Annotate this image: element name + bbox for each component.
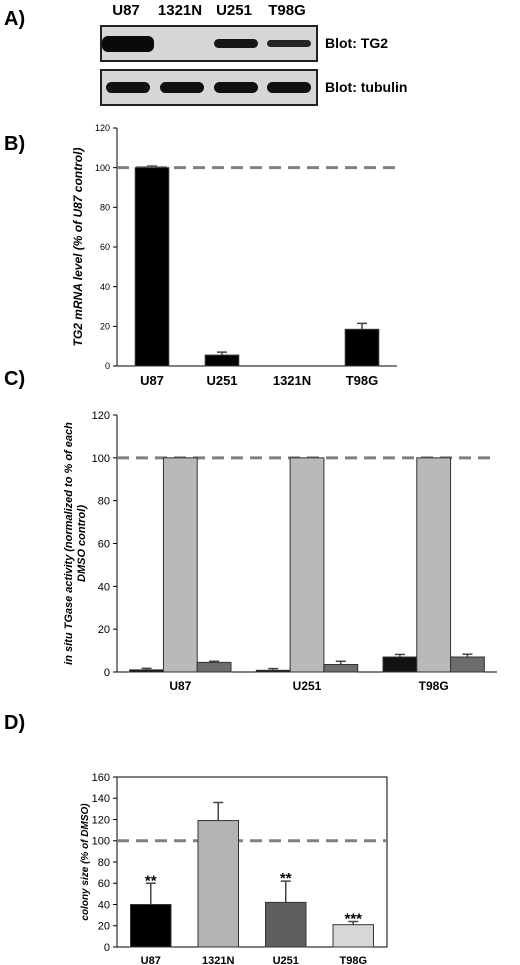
y-tick-label: 80	[98, 496, 110, 508]
bar-u251-0	[255, 669, 291, 673]
x-category-label: T98G	[339, 955, 367, 965]
bar-t98g-0	[382, 656, 418, 673]
bar-t98g	[332, 924, 374, 948]
bar-t98g-1	[416, 457, 452, 673]
y-tick-label: 60	[98, 878, 110, 890]
y-tick-label: 0	[104, 667, 110, 679]
blot-band	[214, 39, 258, 48]
y-tick-label: 0	[104, 942, 110, 954]
bar-charts: 0 20 40 60 80 100 120 TG2 mRNA level (% of U87 …	[63, 123, 497, 965]
y-tick-label: 40	[98, 581, 110, 593]
x-category-label: U87	[140, 373, 164, 388]
blot-band	[267, 39, 311, 48]
blot-band	[267, 82, 311, 93]
bar-u251	[265, 901, 307, 948]
bar-u87	[130, 904, 172, 948]
y-axis-label: in situ TGase activity (normalized to % …	[63, 422, 75, 665]
y-tick-label: 0	[105, 361, 110, 371]
x-category-label: U251	[293, 679, 322, 693]
y-tick-label: 40	[98, 899, 110, 911]
chart-0: 0 20 40 60 80 100 120 TG2 mRNA level (% of U87 …	[71, 123, 397, 388]
y-tick-label: 120	[95, 123, 110, 133]
blot-tubulin-strip	[100, 69, 318, 106]
lane-label-u251: U251	[216, 2, 252, 19]
bar-u87-0	[129, 669, 164, 673]
y-tick-label: 120	[92, 814, 110, 826]
western-blot-panel: A) U87 1321N U251 T98G Blot: TG2 Blot: t…	[0, 0, 520, 115]
bar-u251-1	[289, 457, 325, 673]
y-axis-label: colony size (% of DMSO)	[80, 803, 91, 921]
bar-u251-2	[323, 664, 359, 673]
bar-u87	[134, 167, 170, 367]
y-tick-label: 120	[92, 410, 110, 422]
bar-u87-2	[196, 661, 232, 673]
blot-band	[102, 35, 154, 52]
y-tick-label: 60	[98, 538, 110, 550]
y-tick-label: 100	[92, 453, 110, 465]
chart-1: 0 20 40 60 80 100 120 in situ TGase activity (n…	[63, 410, 497, 693]
blot-band	[214, 82, 258, 93]
blot-tg2-label: Blot: TG2	[325, 35, 388, 51]
blot-band	[106, 82, 150, 93]
x-category-label: U87	[169, 679, 191, 693]
y-tick-label: 100	[95, 163, 110, 173]
y-tick-label: 60	[100, 242, 110, 252]
y-tick-label: 20	[98, 921, 110, 933]
panel-label-d: D)	[4, 712, 26, 734]
blot-tubulin-label: Blot: tubulin	[325, 79, 408, 95]
y-axis-label: DMSO control)	[76, 505, 88, 582]
lane-label-1321n: 1321N	[157, 2, 203, 19]
panel-label-c: C)	[4, 368, 26, 390]
lane-label-u87: U87	[112, 2, 140, 19]
y-axis-label: TG2 mRNA level (% of U87 control)	[71, 148, 85, 347]
x-category-label: U251	[206, 373, 237, 388]
x-category-label: U87	[141, 955, 161, 965]
significance-marker: **	[280, 870, 292, 887]
y-tick-label: 20	[100, 322, 110, 332]
lane-label-t98g: T98G	[268, 2, 306, 19]
bar-u251	[204, 354, 240, 367]
x-category-label: T98G	[346, 373, 379, 388]
blot-tg2-strip	[100, 25, 318, 62]
bar-1321n	[197, 820, 239, 948]
y-tick-label: 100	[92, 836, 110, 848]
y-tick-label: 80	[98, 857, 110, 869]
x-category-label: 1321N	[202, 955, 234, 965]
panel-label-b: B)	[4, 133, 26, 155]
bar-t98g	[344, 328, 380, 367]
significance-marker: **	[145, 872, 157, 889]
panel-label-a: A)	[4, 8, 26, 30]
x-category-label: T98G	[419, 679, 449, 693]
blot-band	[160, 82, 204, 93]
y-tick-label: 40	[100, 282, 110, 292]
y-tick-label: 160	[92, 772, 110, 784]
x-category-label: U251	[273, 955, 299, 965]
y-tick-label: 20	[98, 624, 110, 636]
y-tick-label: 80	[100, 203, 110, 213]
bar-u87-1	[162, 457, 198, 673]
chart-2: 0 20 40 60 80 100 120 140 160 colony size (% of D…	[80, 772, 388, 965]
bar-t98g-2	[450, 656, 485, 673]
significance-marker: ***	[344, 911, 362, 928]
y-tick-label: 140	[92, 793, 110, 805]
x-category-label: 1321N	[273, 373, 311, 388]
